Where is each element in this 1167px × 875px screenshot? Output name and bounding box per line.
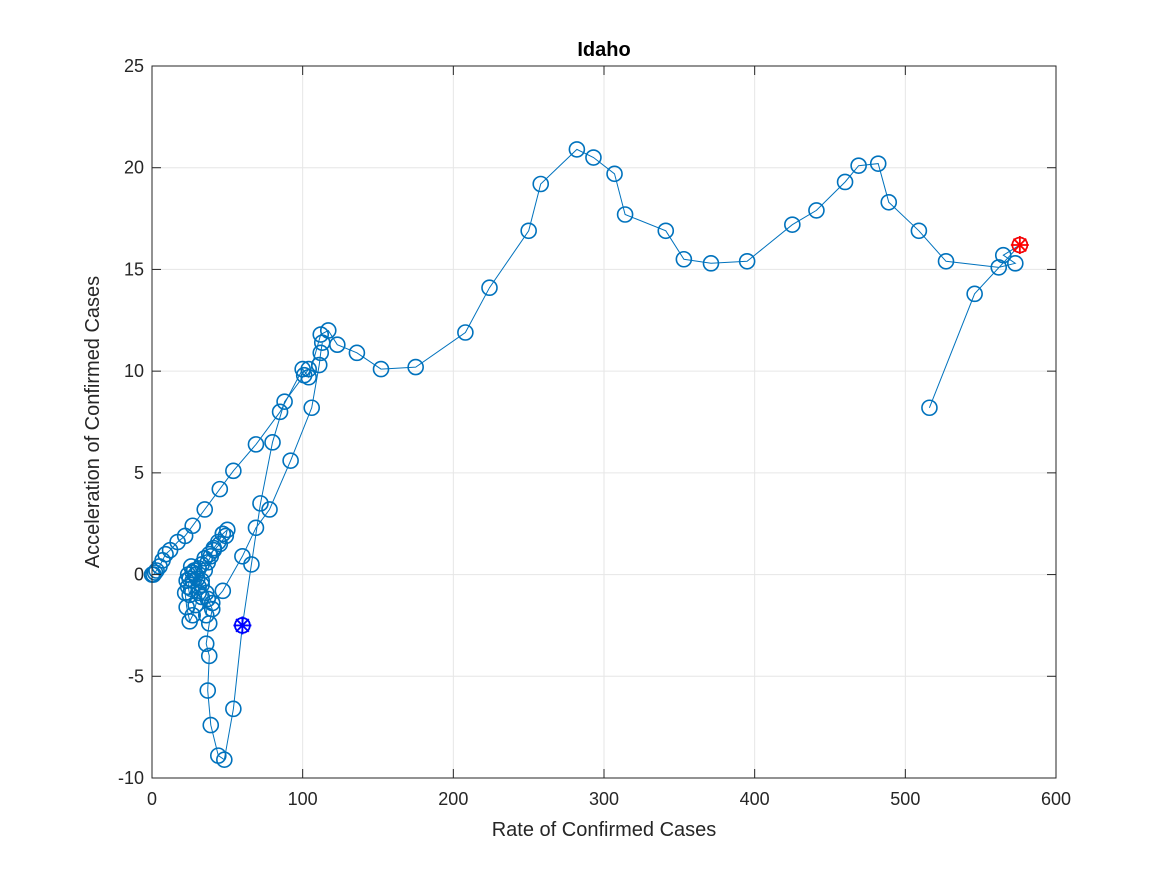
- start-marker-ray: [235, 618, 250, 633]
- data-point: [202, 716, 220, 734]
- y-tick-label: 20: [124, 158, 144, 178]
- data-point: [407, 358, 424, 376]
- data-point: [869, 155, 887, 172]
- data-point: [481, 279, 498, 297]
- data-point: [675, 250, 693, 268]
- y-tick-label: 25: [124, 56, 144, 76]
- data-point: [966, 285, 983, 303]
- x-tick-label: 0: [147, 789, 157, 809]
- data-point: [990, 259, 1008, 276]
- y-tick-label: 15: [124, 259, 144, 279]
- data-point: [520, 222, 537, 240]
- data-point: [209, 747, 227, 764]
- data-point: [243, 556, 260, 573]
- data-point: [196, 501, 214, 518]
- data-point: [303, 399, 321, 417]
- y-tick-label: -10: [118, 768, 144, 788]
- y-tick-label: 5: [134, 463, 144, 483]
- data-point: [193, 576, 211, 594]
- data-point: [313, 334, 331, 351]
- end-marker-ray: [1012, 238, 1027, 253]
- data-point: [372, 360, 390, 378]
- data-point: [310, 356, 328, 374]
- data-point: [880, 193, 898, 211]
- data-point: [282, 452, 299, 469]
- data-point: [214, 525, 232, 543]
- data-point: [199, 682, 217, 699]
- data-point: [203, 600, 221, 618]
- data-point: [225, 700, 242, 718]
- grid-lines: [152, 66, 1056, 778]
- data-point: [148, 562, 165, 579]
- data-point: [702, 255, 720, 272]
- data-point: [197, 584, 215, 602]
- data-point: [181, 586, 198, 604]
- y-tick-label: 10: [124, 361, 144, 381]
- data-point: [994, 246, 1012, 264]
- special-markers: [233, 236, 1029, 635]
- data-point: [264, 434, 281, 451]
- data-point: [784, 216, 801, 233]
- x-tick-label: 400: [740, 789, 770, 809]
- data-point: [214, 582, 232, 600]
- data-point: [457, 324, 474, 341]
- chart-title: Idaho: [577, 39, 630, 61]
- data-point: [606, 165, 623, 183]
- data-point: [184, 517, 201, 535]
- data-point: [184, 606, 201, 624]
- start-marker: [233, 616, 252, 635]
- data-point: [219, 521, 236, 539]
- data-point: [532, 175, 550, 193]
- x-tick-label: 600: [1041, 789, 1071, 809]
- data-point: [261, 501, 278, 518]
- data-point: [247, 436, 265, 453]
- data-point: [738, 252, 756, 270]
- y-tick-label: -5: [128, 666, 144, 686]
- y-axis-label: Acceleration of Confirmed Cases: [82, 276, 104, 568]
- data-point: [850, 157, 867, 174]
- data-point: [616, 206, 634, 223]
- data-point: [252, 495, 269, 512]
- series-layer: [143, 141, 1029, 768]
- end-marker: [1010, 236, 1029, 255]
- data-point: [197, 635, 215, 653]
- data-point: [187, 596, 204, 614]
- x-tick-label: 500: [890, 789, 920, 809]
- data-point: [182, 580, 200, 598]
- data-point: [808, 202, 825, 219]
- x-tick-label: 300: [589, 789, 619, 809]
- data-point: [203, 594, 221, 612]
- data-point: [910, 222, 928, 240]
- data-point: [348, 344, 366, 362]
- data-point: [211, 535, 229, 553]
- y-tick-label: 0: [134, 565, 144, 585]
- data-point: [271, 403, 289, 421]
- data-point: [1007, 255, 1024, 272]
- data-point: [276, 393, 293, 410]
- x-tick-label: 100: [288, 789, 318, 809]
- data-point: [921, 399, 938, 417]
- data-point: [657, 222, 675, 240]
- data-point: [200, 647, 218, 665]
- x-axis-label: Rate of Confirmed Cases: [492, 819, 717, 841]
- data-point: [312, 344, 330, 362]
- x-tick-label: 200: [438, 789, 468, 809]
- data-point: [211, 480, 229, 498]
- data-point: [585, 149, 602, 166]
- data-point: [568, 141, 586, 158]
- data-point: [225, 462, 242, 480]
- data-point: [157, 545, 174, 563]
- data-point: [937, 252, 955, 270]
- data-point: [300, 360, 317, 378]
- data-point: [836, 173, 854, 191]
- axis-ticks: 0 100 200 300 400 500 600 -10 -5 0 5 10 15 20 25: [118, 56, 1071, 809]
